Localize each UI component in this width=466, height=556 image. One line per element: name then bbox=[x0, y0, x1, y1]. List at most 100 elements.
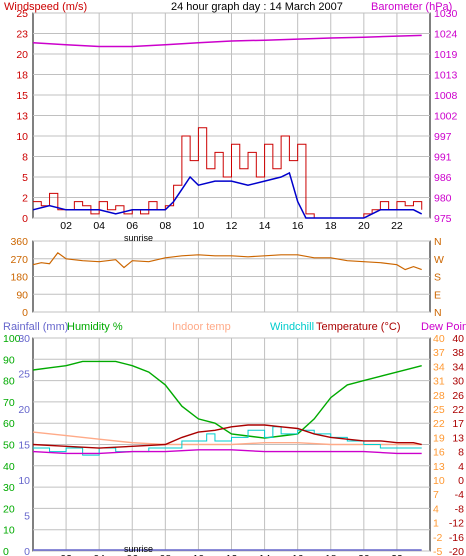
rain-tick-label: 30 bbox=[18, 333, 30, 345]
x-tick-label: 04 bbox=[93, 553, 105, 556]
x-tick-label: 08 bbox=[159, 553, 171, 556]
wind-tick-label: 10 bbox=[16, 131, 28, 143]
x-tick-label: 12 bbox=[226, 220, 238, 232]
humidity-tick-label: 100 bbox=[3, 333, 21, 345]
series-windchill bbox=[33, 426, 422, 456]
x-tick-label: 18 bbox=[325, 220, 337, 232]
barometer-tick-label: 997 bbox=[434, 131, 452, 143]
x-tick-label: 18 bbox=[325, 553, 337, 556]
temperature-legend: Temperature (°C) bbox=[316, 321, 400, 333]
temp-tick-label-outer: 22 bbox=[452, 404, 464, 416]
temp-tick-label-inner: 25 bbox=[433, 404, 445, 416]
temp-tick-label-outer: 34 bbox=[452, 361, 464, 373]
barometer-tick-label: 1008 bbox=[434, 90, 458, 102]
humidity-tick-label: 50 bbox=[3, 440, 15, 452]
wind-tick-label: 8 bbox=[22, 152, 28, 164]
indoor-legend: Indoor temp bbox=[172, 321, 231, 333]
wind-tick-label: 0 bbox=[22, 213, 28, 225]
barometer-tick-label: 986 bbox=[434, 172, 452, 184]
barometer-tick-label: 991 bbox=[434, 152, 452, 164]
barometer-tick-label: 975 bbox=[434, 213, 452, 225]
x-tick-label: 02 bbox=[60, 220, 72, 232]
compass-tick-label: E bbox=[434, 289, 441, 301]
temp-tick-label-inner: 31 bbox=[433, 376, 445, 388]
direction-tick-label: 360 bbox=[10, 236, 28, 248]
x-tick-label: 08 bbox=[159, 220, 171, 232]
rain-tick-label: 10 bbox=[18, 475, 30, 487]
x-tick-label: 04 bbox=[93, 220, 105, 232]
barometer-tick-label: 1013 bbox=[434, 70, 458, 82]
series-barometer bbox=[32, 34, 422, 48]
series-direction bbox=[32, 251, 422, 271]
humidity-tick-label: 90 bbox=[3, 354, 15, 366]
rain-tick-label: 15 bbox=[18, 440, 30, 452]
temp-tick-label-inner: 34 bbox=[433, 361, 445, 373]
dewpoint-legend: Dew Point bbox=[421, 321, 466, 333]
wind-tick-label: 18 bbox=[16, 70, 28, 82]
temp-tick-label-inner: 4 bbox=[433, 503, 439, 515]
humidity-tick-label: 40 bbox=[3, 461, 15, 473]
x-tick-label: 14 bbox=[259, 553, 271, 556]
temp-tick-label-outer: -8 bbox=[455, 503, 464, 515]
direction-tick-label: 0 bbox=[22, 307, 28, 319]
humidity-tick-label: 0 bbox=[3, 546, 9, 556]
barometer-tick-label: 1030 bbox=[434, 8, 458, 20]
temp-tick-label-outer: -16 bbox=[449, 532, 464, 544]
barometer-tick-label: 1024 bbox=[434, 29, 458, 41]
x-tick-label: 10 bbox=[193, 220, 205, 232]
temp-tick-label-inner: 16 bbox=[433, 447, 445, 459]
compass-tick-label: N bbox=[434, 307, 442, 319]
wind-tick-label: 20 bbox=[16, 49, 28, 61]
x-tick-label: 20 bbox=[358, 553, 370, 556]
wind-tick-label: 23 bbox=[16, 29, 28, 41]
barometer-tick-label: 1002 bbox=[434, 111, 458, 123]
temp-tick-label-outer: 26 bbox=[452, 390, 464, 402]
humidity-tick-label: 30 bbox=[3, 482, 15, 494]
temp-tick-label-outer: 0 bbox=[458, 475, 464, 487]
x-tick-label: 16 bbox=[292, 553, 304, 556]
temp-tick-label-outer: 4 bbox=[458, 461, 464, 473]
direction-tick-label: 270 bbox=[10, 254, 28, 266]
x-tick-label: 10 bbox=[193, 553, 205, 556]
x-tick-label: 20 bbox=[358, 220, 370, 232]
series-windspeed bbox=[33, 127, 423, 219]
wind-tick-label: 25 bbox=[16, 8, 28, 20]
temp-tick-label-inner: 1 bbox=[433, 518, 439, 530]
temp-tick-label-outer: -20 bbox=[449, 546, 464, 556]
temp-tick-label-outer: 40 bbox=[452, 333, 464, 345]
temp-tick-label-inner: 40 bbox=[433, 333, 445, 345]
x-tick-label: 06 bbox=[126, 553, 138, 556]
temp-tick-label-inner: 13 bbox=[433, 461, 445, 473]
wind-tick-label: 2 bbox=[22, 193, 28, 205]
temp-tick-label-inner: 7 bbox=[433, 489, 439, 501]
temp-tick-label-outer: 13 bbox=[452, 432, 464, 444]
temp-tick-label-inner: 19 bbox=[433, 432, 445, 444]
temp-tick-label-outer: 30 bbox=[452, 376, 464, 388]
x-tick-label: 12 bbox=[226, 553, 238, 556]
direction-tick-label: 90 bbox=[16, 289, 28, 301]
barometer-axis-label: Barometer (hPa) bbox=[371, 1, 452, 13]
series-humidity bbox=[32, 360, 422, 439]
temp-tick-label-inner: 37 bbox=[433, 347, 445, 359]
wind-tick-label: 15 bbox=[16, 90, 28, 102]
temp-tick-label-outer: 38 bbox=[452, 347, 464, 359]
barometer-tick-label: 980 bbox=[434, 193, 452, 205]
compass-tick-label: W bbox=[434, 254, 444, 266]
humidity-tick-label: 20 bbox=[3, 503, 15, 515]
humidity-tick-label: 80 bbox=[3, 376, 15, 388]
temp-tick-label-inner: 28 bbox=[433, 390, 445, 402]
temp-tick-label-inner: 10 bbox=[433, 475, 445, 487]
x-tick-label: 14 bbox=[259, 220, 271, 232]
compass-tick-label: S bbox=[434, 272, 441, 284]
rain-tick-label: 0 bbox=[24, 546, 30, 556]
humidity-tick-label: 70 bbox=[3, 397, 15, 409]
temp-tick-label-inner: 22 bbox=[433, 418, 445, 430]
x-tick-label: 22 bbox=[391, 220, 403, 232]
humidity-tick-label: 60 bbox=[3, 418, 15, 430]
compass-tick-label: N bbox=[434, 236, 442, 248]
temp-tick-label-outer: 17 bbox=[452, 418, 464, 430]
rainfall-legend: Rainfall (mm) bbox=[3, 321, 68, 333]
temp-tick-label-inner: -2 bbox=[433, 532, 442, 544]
x-tick-label: 02 bbox=[60, 553, 72, 556]
barometer-tick-label: 1019 bbox=[434, 49, 458, 61]
